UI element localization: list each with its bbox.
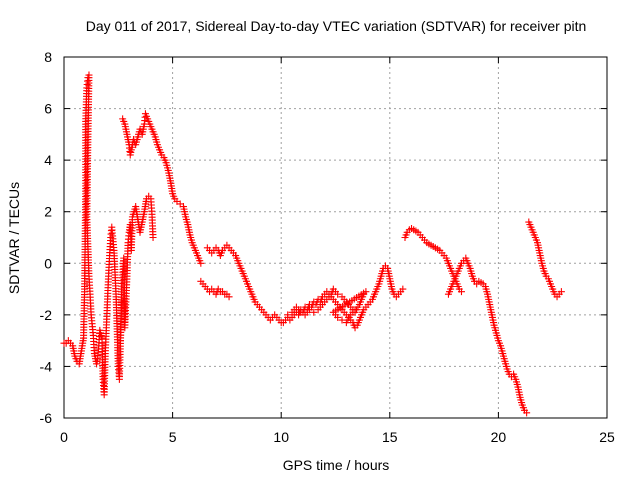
series-low-segment (197, 277, 233, 301)
series-spike-2 (98, 223, 126, 399)
data-point (557, 288, 565, 296)
plot-frame (63, 56, 608, 419)
series-cross-18 (444, 254, 531, 417)
series-late (525, 218, 565, 301)
data-point (523, 409, 531, 417)
data-point (305, 306, 313, 314)
y-tick-label: -2 (40, 307, 53, 323)
data-points (60, 71, 565, 417)
series-spike-3 (116, 192, 157, 345)
axis-ticks: 0 5 10 15 20 25 -6 -4 -2 0 2 4 6 8 (40, 49, 615, 445)
series-bump-16 (401, 224, 465, 296)
data-point (297, 308, 305, 316)
y-axis-label: SDTVAR / TECUs (6, 182, 22, 294)
data-point (399, 285, 407, 293)
y-tick-label: 8 (44, 49, 52, 65)
series-mid-loop (284, 285, 370, 327)
data-point (334, 290, 342, 298)
x-tick-label: 0 (60, 429, 68, 445)
y-tick-label: 6 (44, 101, 52, 117)
series-hump (119, 110, 205, 267)
data-point (457, 288, 465, 296)
x-tick-label: 20 (491, 429, 507, 445)
y-tick-label: 2 (44, 204, 52, 220)
x-tick-label: 5 (169, 429, 177, 445)
x-tick-label: 25 (599, 429, 615, 445)
x-tick-label: 15 (382, 429, 398, 445)
x-tick-label: 10 (273, 429, 289, 445)
series-spike-1 (80, 71, 106, 368)
x-axis-label: GPS time / hours (283, 457, 390, 473)
y-tick-label: 4 (44, 152, 52, 168)
data-point (225, 293, 233, 301)
data-point (351, 306, 359, 314)
data-point (197, 259, 205, 267)
y-tick-label: 0 (44, 255, 52, 271)
y-tick-label: -4 (40, 358, 53, 374)
data-point (284, 311, 292, 319)
data-point (310, 308, 318, 316)
data-point (149, 234, 157, 241)
chart-title: Day 011 of 2017, Sidereal Day-to-day VTE… (86, 18, 587, 34)
y-tick-label: -6 (40, 410, 53, 426)
data-point (334, 313, 342, 321)
